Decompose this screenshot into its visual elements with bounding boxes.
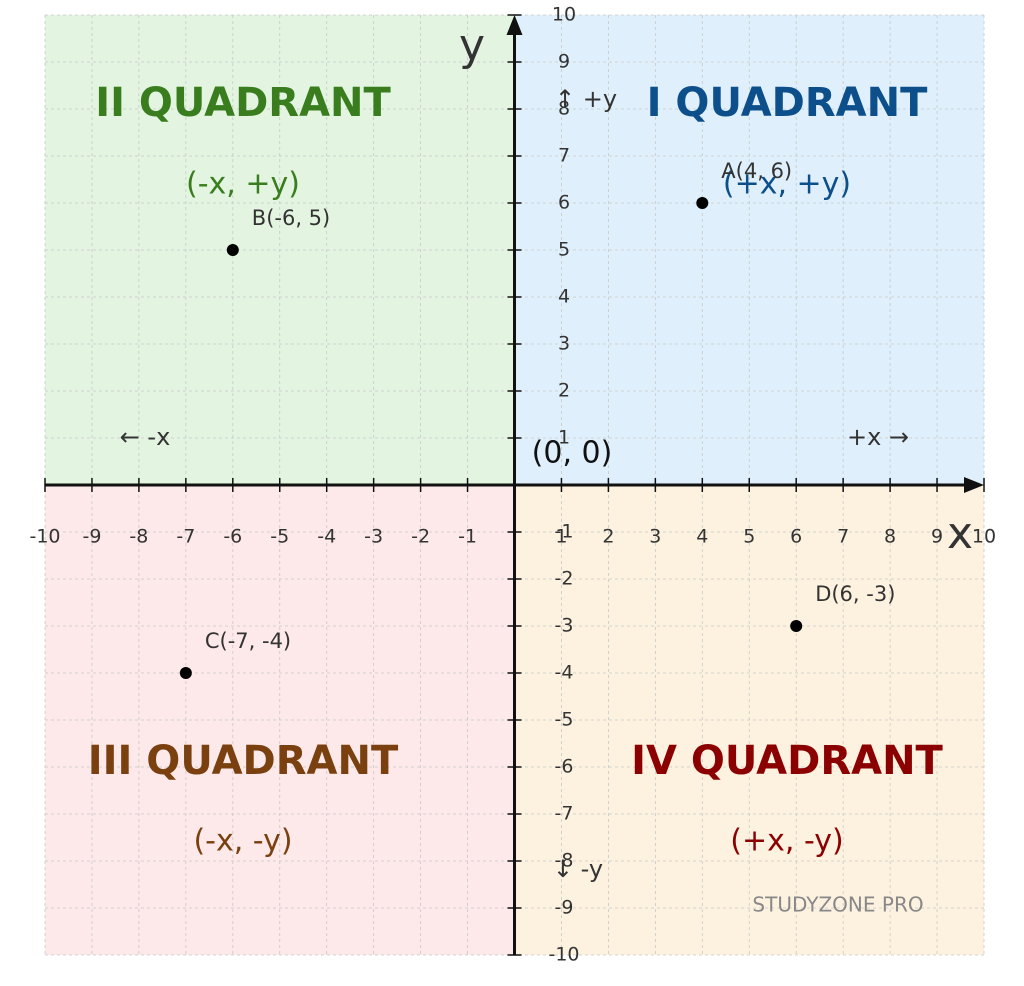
x-tick-label: 9: [931, 526, 943, 548]
x-tick-label: -2: [411, 526, 430, 548]
x-tick-label: -7: [176, 526, 195, 548]
y-tick-label: -10: [548, 944, 579, 966]
y-tick-label: 6: [558, 192, 570, 214]
point-label: A(4, 6): [721, 159, 792, 183]
y-tick-label: 9: [558, 51, 570, 73]
x-tick-label: -3: [364, 526, 383, 548]
x-tick-label: 6: [790, 526, 802, 548]
x-axis-arrow: [964, 477, 984, 493]
direction-label: ↑ +y: [555, 85, 617, 113]
y-tick-label: -1: [555, 521, 574, 543]
x-tick-label: 8: [884, 526, 896, 548]
x-tick-label: 7: [837, 526, 849, 548]
y-tick-label: 5: [558, 239, 570, 261]
direction-label: +x →: [847, 423, 909, 451]
x-tick-label: 2: [602, 526, 614, 548]
quadrant-signs: (-x, +y): [186, 167, 300, 202]
quadrant-title: I QUADRANT: [647, 80, 928, 126]
x-tick-label: -8: [129, 526, 148, 548]
x-tick-label: 10: [972, 526, 996, 548]
y-tick-label: 1: [558, 427, 570, 449]
origin-label: (0, 0): [532, 436, 613, 471]
y-tick-label: -6: [555, 756, 574, 778]
point-label: D(6, -3): [815, 582, 895, 606]
quadrant-title: II QUADRANT: [95, 80, 391, 126]
y-tick-label: 3: [558, 333, 570, 355]
x-tick-label: 4: [696, 526, 708, 548]
point: [790, 620, 803, 632]
x-tick-label: -5: [270, 526, 289, 548]
y-tick-label: -7: [555, 803, 574, 825]
y-axis-label: y: [459, 20, 485, 71]
y-tick-label: 2: [558, 380, 570, 402]
x-tick-label: -1: [458, 526, 477, 548]
y-axis-arrow: [506, 15, 523, 35]
x-tick-label: -9: [82, 526, 101, 548]
quadrant-signs: (+x, -y): [730, 824, 843, 859]
x-tick-label: 3: [649, 526, 661, 548]
x-tick-label: -6: [223, 526, 242, 548]
y-tick-label: -8: [555, 850, 574, 872]
y-tick-label: -9: [555, 897, 574, 919]
x-tick-label: 5: [743, 526, 755, 548]
y-tick-label: 4: [558, 286, 570, 308]
point-label: C(-7, -4): [205, 629, 291, 653]
point-label: B(-6, 5): [252, 206, 330, 230]
watermark: STUDYZONE PRO: [752, 893, 923, 917]
point: [179, 667, 192, 679]
x-tick-label: -4: [317, 526, 336, 548]
x-tick-label: -10: [29, 526, 60, 548]
quadrant-title: III QUADRANT: [88, 738, 399, 784]
x-tick-label: 1: [555, 526, 567, 548]
point: [226, 244, 239, 256]
y-tick-label: -3: [555, 615, 574, 637]
quadrant-signs: (-x, -y): [193, 824, 292, 859]
quadrant-signs: (+x, +y): [723, 167, 851, 202]
y-tick-label: -5: [555, 709, 574, 731]
point: [696, 197, 709, 209]
direction-label: ← -x: [120, 423, 171, 451]
y-tick-label: 10: [552, 4, 576, 26]
quadrant-title: IV QUADRANT: [631, 738, 943, 784]
direction-label: ↓ -y: [553, 855, 603, 883]
x-axis-label: x: [947, 508, 973, 559]
y-tick-label: 8: [558, 98, 570, 120]
y-tick-label: 7: [558, 145, 570, 167]
y-tick-label: -4: [555, 662, 574, 684]
y-tick-label: -2: [555, 568, 574, 590]
